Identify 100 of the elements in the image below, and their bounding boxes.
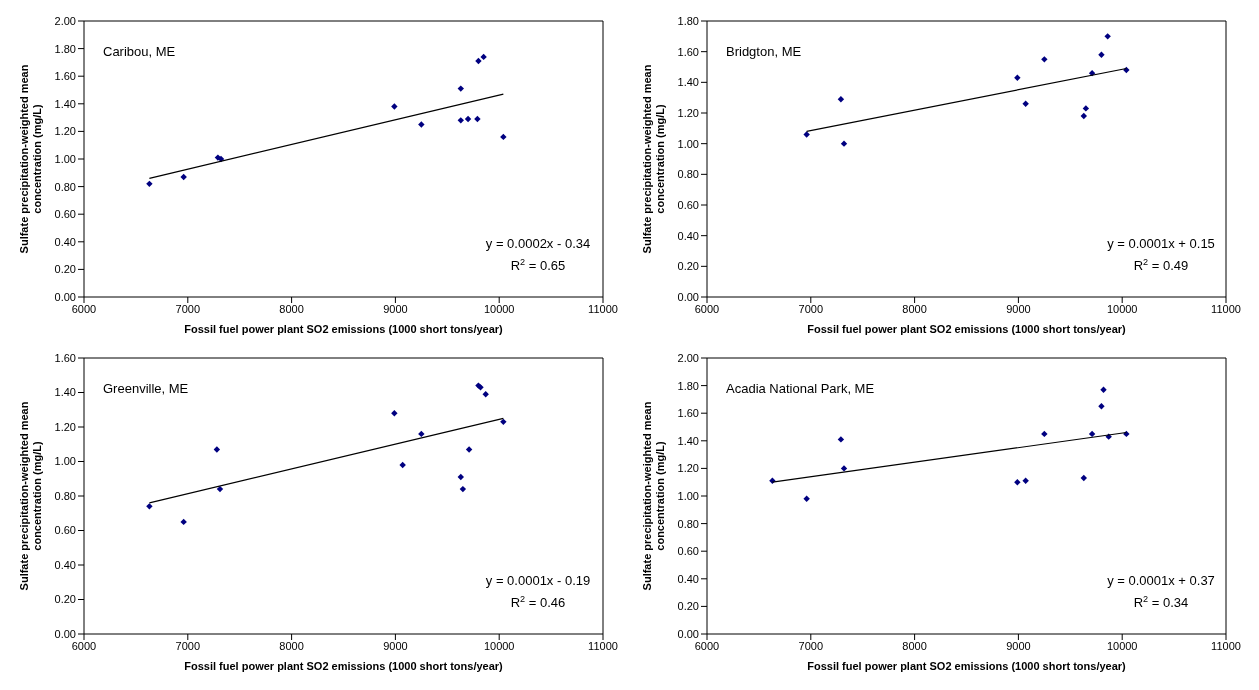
y-tick-label: 1.20 <box>677 106 699 119</box>
x-tick-label: 9000 <box>1006 302 1031 315</box>
point <box>803 495 810 502</box>
annotation: R$^{2}$ = 0.49 <box>1133 257 1189 273</box>
point <box>474 115 481 123</box>
y-tick-label: 0.20 <box>677 260 699 273</box>
x-axis-title: Fossil fuel power plant SO2 emissions (1000 short tons/year) <box>184 660 504 672</box>
x-tick-label: 7000 <box>798 639 824 652</box>
point <box>399 461 406 469</box>
point <box>1098 403 1105 410</box>
point <box>1014 479 1021 486</box>
y-tick-label: 1.00 <box>677 137 699 150</box>
y-tick-label: 0.40 <box>54 558 76 571</box>
point <box>216 485 224 493</box>
point <box>1080 112 1087 120</box>
x-tick-label: 8000 <box>902 639 927 652</box>
x-axis-title: Fossil fuel power plant SO2 emissions (1000 short tons/year) <box>184 323 504 335</box>
y-tick-label: 0.40 <box>677 229 699 242</box>
y-tick-label: 0.00 <box>54 290 76 303</box>
x-axis-title: Fossil fuel power plant SO2 emissions (1000 short tons/year) <box>807 323 1127 335</box>
annotation: y = 0.0002x - 0.34 <box>485 236 591 251</box>
y-tick-label: 1.20 <box>54 125 76 138</box>
point <box>459 485 467 493</box>
y-axis-title: Sulfate precipitation-weighted mean concentration (mg/L) <box>640 64 666 254</box>
point <box>457 85 464 92</box>
x-tick-label: 11000 <box>588 302 618 315</box>
annotation: Acadia National Park, ME <box>726 381 875 396</box>
y-tick-label: 0.60 <box>677 198 699 211</box>
x-tick-label: 10000 <box>1106 302 1138 315</box>
point <box>213 446 221 453</box>
point <box>475 57 482 65</box>
y-axis-title: Sulfate precipitation-weighted mean concentration (mg/L) <box>17 401 43 591</box>
x-tick-label: 7000 <box>798 302 824 315</box>
y-tick-label: 1.40 <box>677 434 699 447</box>
y-tick-label: 0.40 <box>677 572 699 585</box>
y-tick-label: 1.20 <box>54 420 76 433</box>
x-tick-label: 8000 <box>902 302 927 315</box>
x-tick-label: 6000 <box>71 302 97 315</box>
x-tick-label: 8000 <box>279 302 304 315</box>
y-tick-label: 0.40 <box>54 235 76 248</box>
y-tick-label: 1.60 <box>54 70 76 83</box>
point <box>840 140 848 147</box>
point <box>146 180 153 188</box>
point <box>1080 474 1087 482</box>
point <box>1100 386 1107 393</box>
point <box>180 518 187 526</box>
annotation: Bridgton, ME <box>726 44 802 59</box>
y-tick-label: 0.80 <box>677 168 699 181</box>
point <box>1098 51 1105 58</box>
point <box>1014 74 1021 81</box>
y-tick-label: 0.80 <box>54 489 76 502</box>
point <box>180 173 187 181</box>
x-tick-label: 10000 <box>483 639 515 652</box>
x-tick-label: 7000 <box>175 639 201 652</box>
point <box>840 465 848 472</box>
point <box>465 446 473 453</box>
x-tick-label: 6000 <box>694 639 720 652</box>
point <box>1041 56 1048 63</box>
y-tick-label: 1.00 <box>54 152 76 165</box>
point <box>1082 105 1090 112</box>
y-tick-label: 1.00 <box>677 489 699 502</box>
y-tick-label: 1.40 <box>54 386 76 399</box>
y-tick-label: 1.80 <box>677 379 699 392</box>
point <box>1088 430 1096 438</box>
point <box>1104 33 1111 40</box>
x-tick-label: 9000 <box>383 302 408 315</box>
point <box>464 115 472 123</box>
y-tick-label: 0.80 <box>54 180 76 193</box>
y-tick-label: 1.60 <box>677 45 699 58</box>
x-tick-label: 9000 <box>1006 639 1031 652</box>
y-tick-label: 1.20 <box>677 462 699 475</box>
point <box>837 96 845 103</box>
point <box>391 410 398 417</box>
y-tick-label: 1.60 <box>677 407 699 420</box>
y-tick-label: 2.00 <box>677 351 699 364</box>
point <box>418 430 425 438</box>
point <box>418 121 425 128</box>
y-tick-label: 0.20 <box>54 593 76 606</box>
y-axis-title: Sulfate precipitation-weighted mean concentration (mg/L) <box>640 401 666 591</box>
annotation: R$^{2}$ = 0.46 <box>510 594 566 610</box>
point <box>482 391 489 398</box>
y-tick-label: 0.60 <box>54 524 76 537</box>
x-tick-label: 11000 <box>588 639 618 652</box>
y-tick-label: 1.40 <box>54 97 76 110</box>
annotation: Caribou, ME <box>103 44 176 59</box>
point <box>146 503 153 510</box>
point <box>391 103 398 110</box>
x-tick-label: 10000 <box>1106 639 1138 652</box>
point <box>1022 477 1029 485</box>
y-tick-label: 1.80 <box>54 42 76 55</box>
y-tick-label: 0.00 <box>677 290 699 303</box>
x-tick-label: 10000 <box>483 302 515 315</box>
y-tick-label: 1.00 <box>54 455 76 468</box>
x-tick-label: 9000 <box>383 639 408 652</box>
annotation: R$^{2}$ = 0.34 <box>1133 594 1189 610</box>
y-tick-label: 0.60 <box>677 545 699 558</box>
y-tick-label: 0.00 <box>677 627 699 640</box>
y-tick-label: 2.00 <box>54 14 76 27</box>
point <box>480 53 487 61</box>
annotation: R$^{2}$ = 0.65 <box>510 257 566 273</box>
